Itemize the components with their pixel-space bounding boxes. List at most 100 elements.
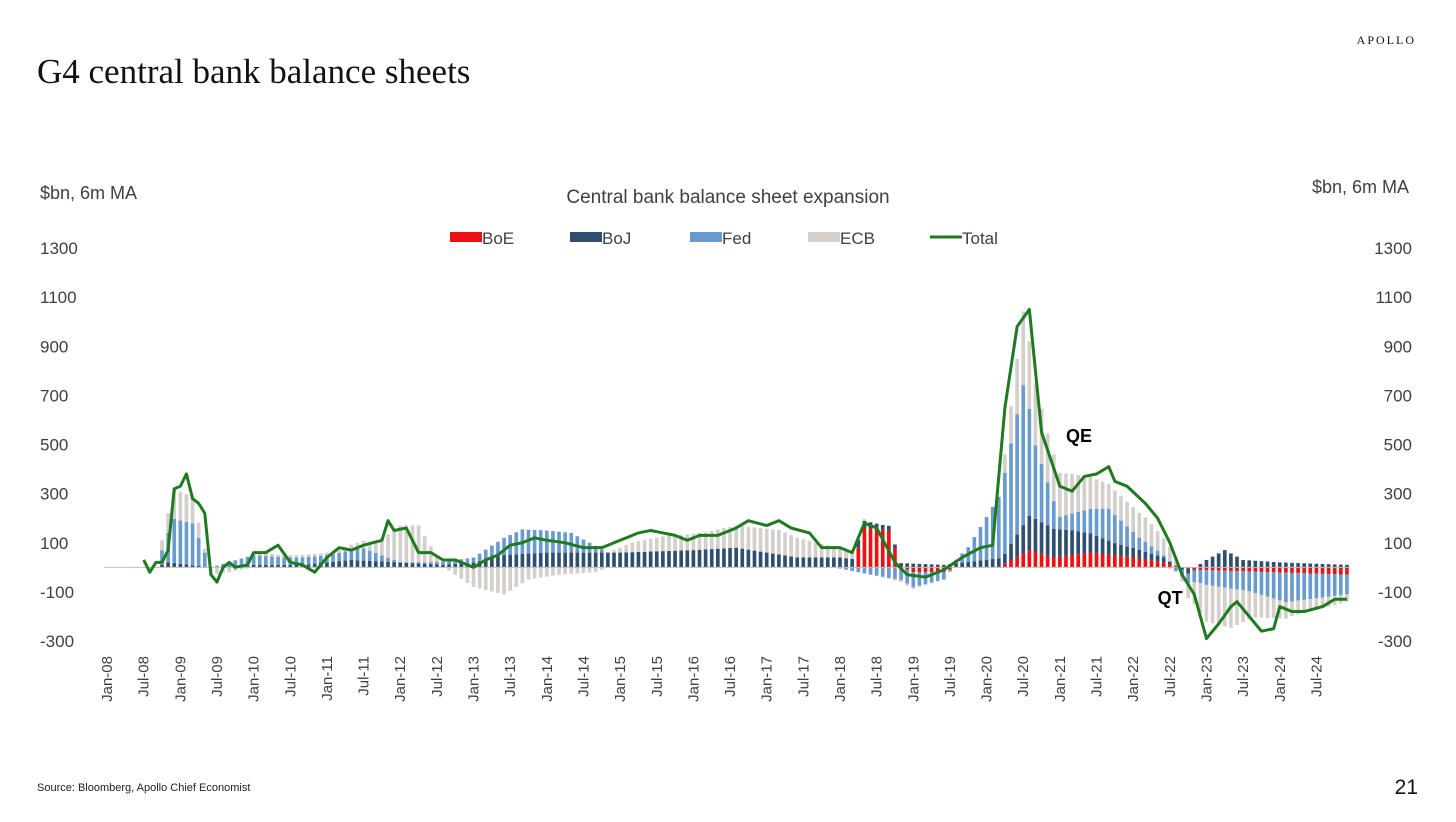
bar-ecb [1241,590,1245,623]
bar-boj [1332,564,1337,568]
bar-fed [1296,573,1300,601]
bar-ecb [746,526,751,550]
x-tick-label: Jul-17 [795,656,812,697]
bar-fed [1137,537,1142,550]
bar-fed [251,555,256,565]
bar-fed [190,523,195,566]
bar-ecb [593,567,598,573]
bar-boe [1051,557,1056,568]
bar-boj [850,558,855,568]
bar-ecb [642,539,647,552]
bar-fed [1265,572,1270,597]
bar-ecb [386,534,390,558]
bar-fed [502,537,506,556]
bar-ecb [1210,585,1215,624]
bar-fed [416,562,421,564]
bar-ecb [709,530,714,550]
bar-boe [1082,553,1087,568]
bar-ecb [465,567,470,583]
bar-boj [728,548,732,568]
bar-fed [893,567,897,579]
bar-boe [923,567,928,573]
bar-fed [1033,445,1038,519]
bar-boj [770,553,775,568]
bar-ecb [880,576,885,578]
bar-ecb [1180,576,1184,582]
bar-boj [972,561,977,568]
bar-ecb [1186,583,1190,599]
bar-ecb [832,546,836,558]
legend-swatch [450,232,482,242]
x-tick-label: Jan-09 [172,656,189,702]
bar-boe [1149,560,1154,568]
bar-ecb [196,522,201,539]
bar-ecb [899,579,903,582]
bar-boj [1229,553,1233,568]
bar-ecb [624,545,629,553]
bar-boe [1345,567,1349,575]
x-tick-label: Jan-08 [99,656,116,702]
bar-fed [349,549,354,560]
y-axis-label-right: $bn, 6m MA [1311,177,1409,197]
bar-ecb [245,567,250,569]
bar-fed [1051,501,1056,529]
bar-ecb [337,550,341,553]
bar-boj [703,549,708,568]
bar-ecb [789,535,793,557]
bar-boj [1137,549,1142,559]
bar-fed [337,552,341,562]
bar-ecb [1149,524,1154,547]
y-tick-right: 700 [1384,386,1412,405]
bar-boe [1241,567,1245,572]
bar-boj [825,557,830,568]
bar-ecb [355,542,360,549]
bar-ecb [563,567,567,575]
bar-fed [1290,572,1294,602]
bar-fed [477,553,482,561]
bar-boj [673,550,677,568]
bar-fed [1106,508,1111,541]
bar-ecb [1222,587,1227,627]
bar-boe [1003,563,1007,568]
bar-fed [1070,513,1074,531]
bar-fed [856,567,861,573]
bar-ecb [862,519,867,521]
bar-fed [935,572,940,582]
bar-boj [813,557,818,568]
bar-boj [496,556,500,568]
bar-ecb [367,542,372,551]
bar-boj [642,551,647,568]
bar-boj [569,552,574,568]
bar-fed [1222,570,1227,588]
bar-boj [984,559,989,568]
bar-fed [1216,570,1221,587]
bar-boj [929,564,934,568]
bar-boj [184,564,189,568]
bar-fed [599,549,604,553]
bar-boj [697,549,702,568]
y-tick-left: 500 [40,436,68,455]
bar-boj [911,563,916,568]
bar-ecb [1259,594,1264,618]
bar-fed [1320,573,1325,598]
bar-fed [1210,570,1215,586]
bar-boj [1100,538,1105,554]
y-tick-left: 1100 [40,288,77,307]
x-tick-label: Jan-10 [246,656,263,702]
bar-ecb [1235,589,1239,626]
bar-fed [1009,443,1013,544]
bar-ecb [1198,583,1203,613]
bar-boe [1100,553,1105,568]
y-tick-right: -300 [1378,632,1412,651]
bar-boj [587,552,592,568]
bar-fed [1125,526,1129,547]
bar-ecb [1064,473,1068,516]
bar-boe [1339,567,1343,575]
bar-ecb [288,555,293,558]
x-tick-label: Jul-14 [575,656,592,697]
bar-boj [1155,555,1160,562]
bar-boj [1308,563,1313,568]
bar-boj [557,552,561,568]
bar-boj [459,563,464,568]
bar-boj [1216,553,1221,568]
